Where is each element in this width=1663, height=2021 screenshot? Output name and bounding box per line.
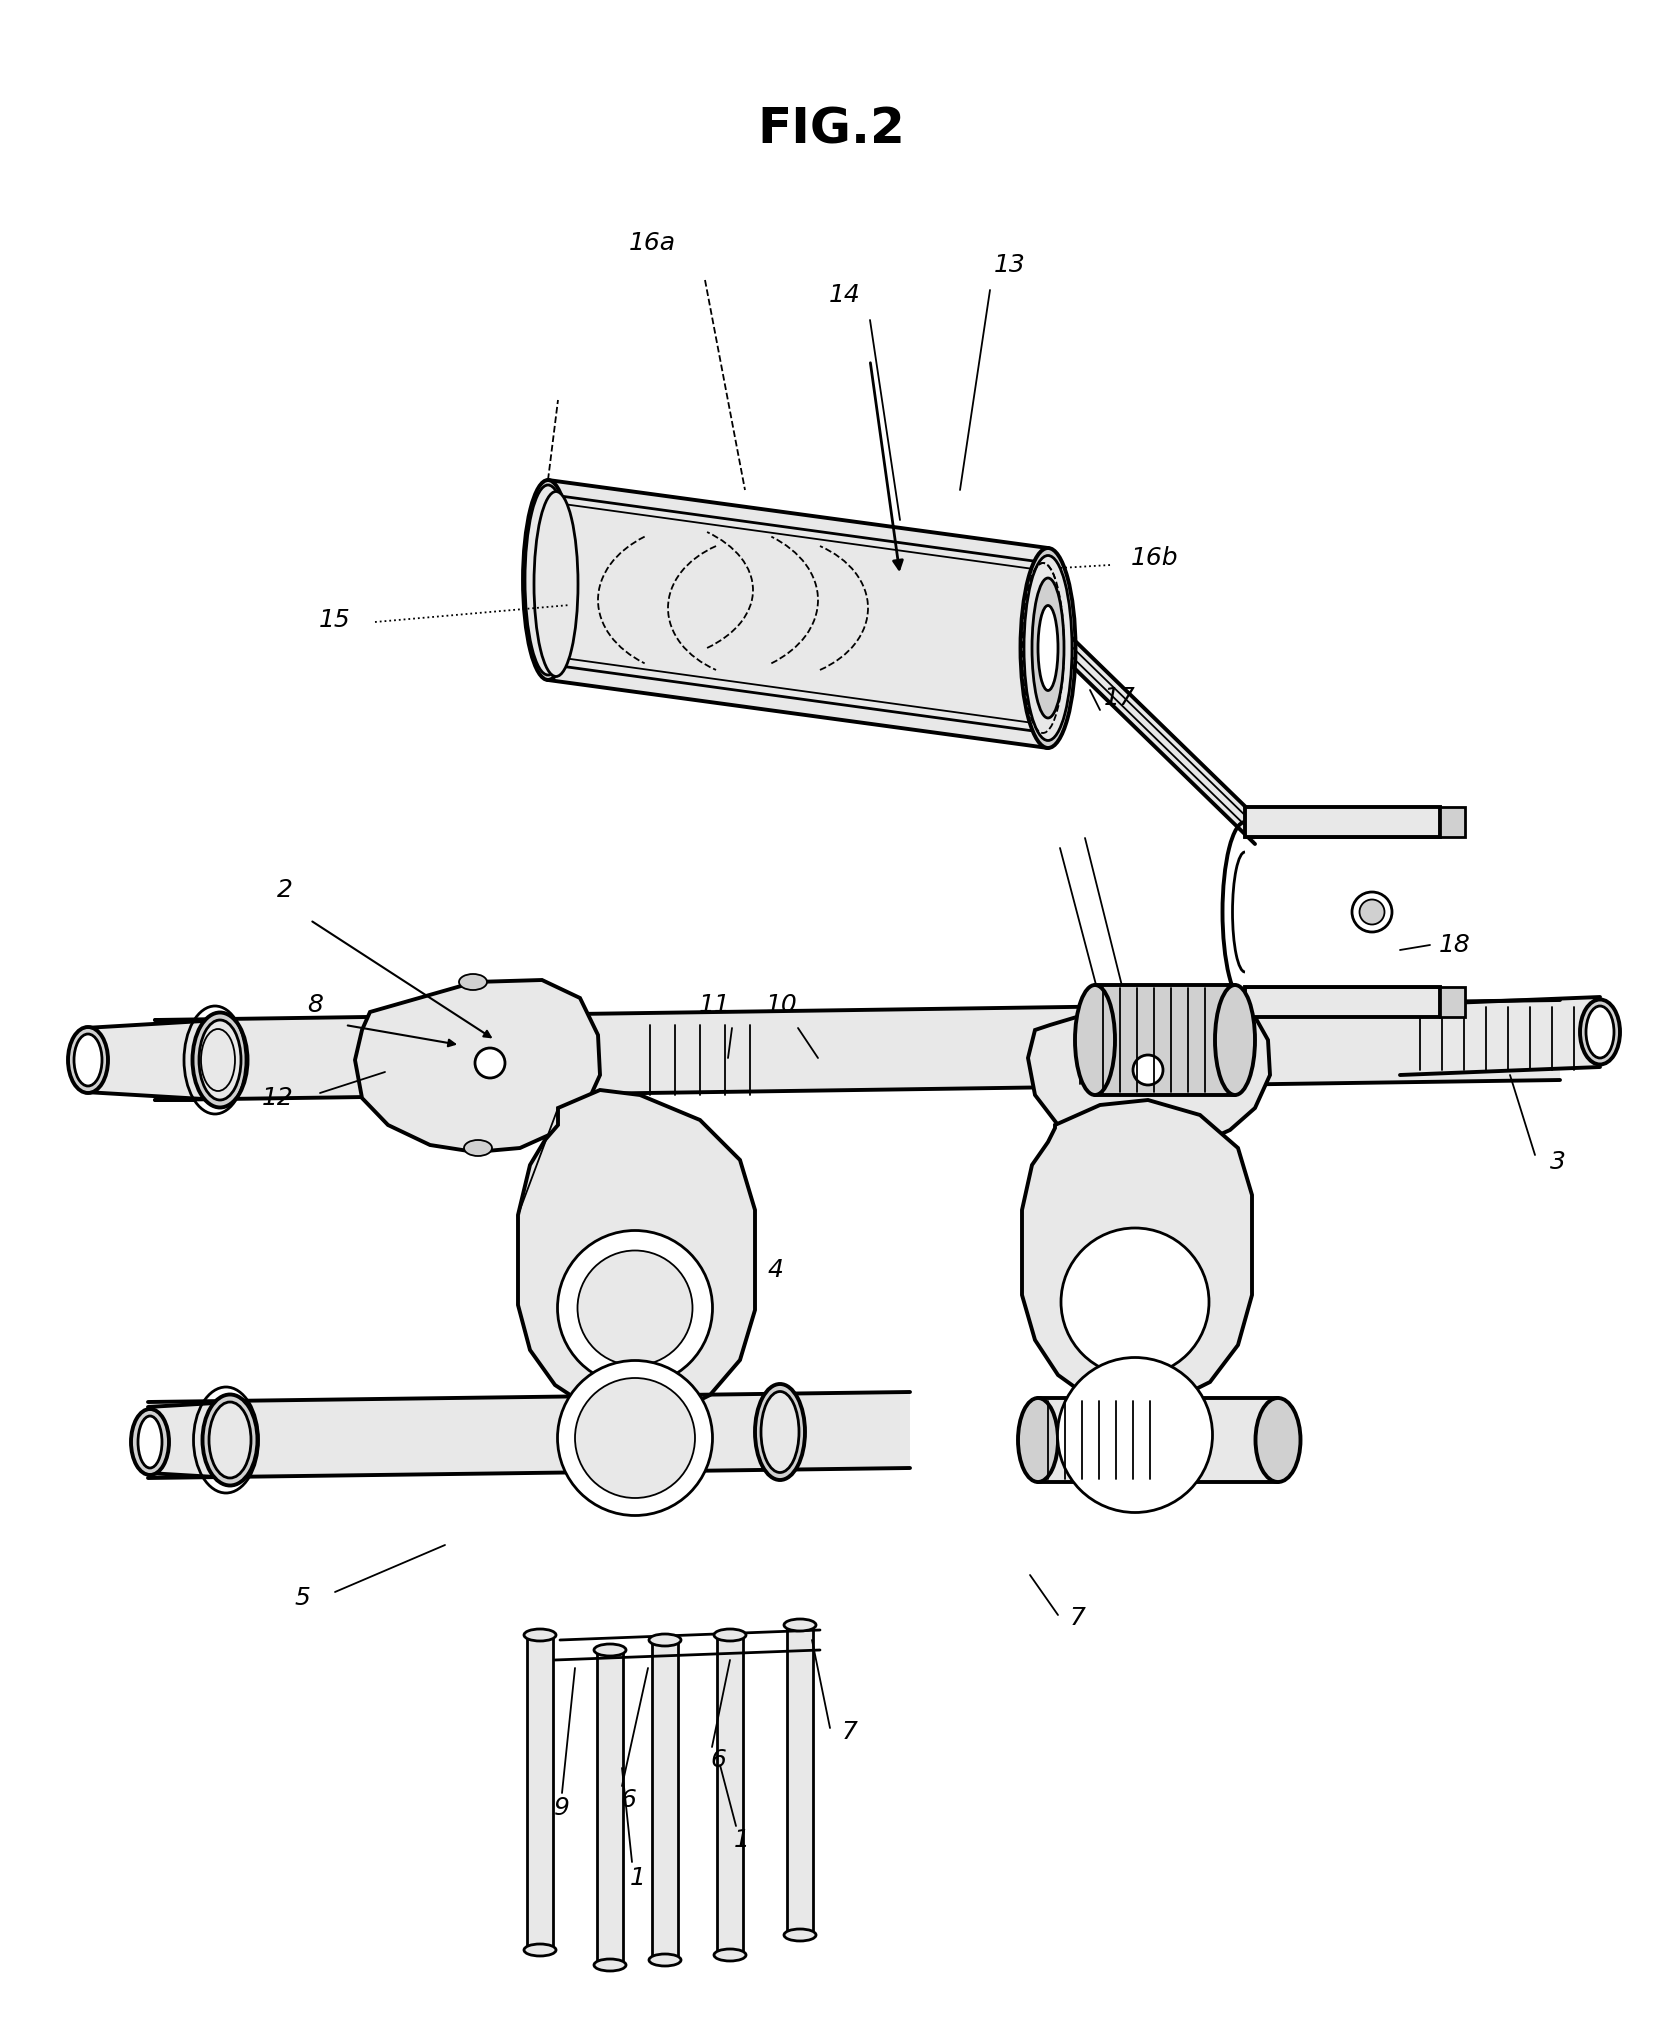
Ellipse shape xyxy=(713,1948,747,1960)
Polygon shape xyxy=(1038,1399,1277,1481)
Text: 3: 3 xyxy=(1550,1150,1567,1174)
Ellipse shape xyxy=(459,974,487,990)
Text: 16b: 16b xyxy=(1131,546,1179,570)
Text: 5: 5 xyxy=(294,1586,309,1611)
Ellipse shape xyxy=(557,1360,712,1516)
Ellipse shape xyxy=(200,1021,241,1099)
Text: 11: 11 xyxy=(698,992,730,1017)
Polygon shape xyxy=(549,481,1048,748)
Text: 14: 14 xyxy=(830,283,861,307)
Ellipse shape xyxy=(524,1944,555,1956)
Text: 4: 4 xyxy=(767,1257,783,1281)
Ellipse shape xyxy=(1359,899,1385,924)
Ellipse shape xyxy=(203,1394,258,1485)
Ellipse shape xyxy=(649,1635,682,1645)
Text: 10: 10 xyxy=(767,992,798,1017)
Ellipse shape xyxy=(1580,1000,1620,1065)
Text: 6: 6 xyxy=(620,1789,635,1813)
Ellipse shape xyxy=(138,1417,161,1467)
Polygon shape xyxy=(597,1649,624,1964)
Ellipse shape xyxy=(476,1049,506,1077)
Ellipse shape xyxy=(1058,1358,1212,1512)
Ellipse shape xyxy=(1256,1399,1300,1481)
Ellipse shape xyxy=(524,1629,555,1641)
Text: 1: 1 xyxy=(630,1865,645,1890)
Polygon shape xyxy=(1246,806,1440,837)
Ellipse shape xyxy=(1018,1399,1058,1481)
Polygon shape xyxy=(1400,996,1600,1075)
Ellipse shape xyxy=(594,1643,625,1655)
Ellipse shape xyxy=(1033,578,1064,717)
Ellipse shape xyxy=(73,1035,101,1085)
Polygon shape xyxy=(354,980,600,1152)
Text: 18: 18 xyxy=(1438,934,1470,958)
Text: 13: 13 xyxy=(994,253,1026,277)
Ellipse shape xyxy=(649,1954,682,1966)
Ellipse shape xyxy=(68,1027,108,1093)
Ellipse shape xyxy=(210,1403,251,1477)
Polygon shape xyxy=(1094,984,1236,1095)
Ellipse shape xyxy=(193,1013,248,1108)
Polygon shape xyxy=(148,1403,233,1477)
Polygon shape xyxy=(787,1625,813,1934)
Polygon shape xyxy=(717,1635,743,1954)
Ellipse shape xyxy=(755,1384,805,1479)
Polygon shape xyxy=(155,1000,1560,1099)
Ellipse shape xyxy=(1216,984,1256,1095)
Polygon shape xyxy=(1023,1099,1252,1409)
Text: 8: 8 xyxy=(308,992,323,1017)
Ellipse shape xyxy=(1021,548,1076,748)
Ellipse shape xyxy=(783,1619,817,1631)
Polygon shape xyxy=(1068,635,1256,845)
Ellipse shape xyxy=(577,1251,692,1366)
Polygon shape xyxy=(85,1021,220,1099)
Ellipse shape xyxy=(557,1231,712,1386)
Text: 1: 1 xyxy=(733,1829,750,1851)
Ellipse shape xyxy=(534,491,579,677)
Ellipse shape xyxy=(594,1958,625,1970)
Polygon shape xyxy=(1028,992,1271,1152)
Polygon shape xyxy=(517,1089,755,1419)
Ellipse shape xyxy=(526,485,570,675)
Polygon shape xyxy=(1440,806,1465,837)
Ellipse shape xyxy=(1074,984,1114,1095)
Ellipse shape xyxy=(1587,1006,1615,1059)
Text: 15: 15 xyxy=(319,608,351,633)
Polygon shape xyxy=(652,1639,679,1960)
Ellipse shape xyxy=(131,1409,170,1475)
Polygon shape xyxy=(148,1392,910,1477)
Ellipse shape xyxy=(1061,1229,1209,1376)
Polygon shape xyxy=(1440,986,1465,1017)
Text: 9: 9 xyxy=(554,1797,570,1821)
Ellipse shape xyxy=(575,1378,695,1498)
Text: FIG.2: FIG.2 xyxy=(757,105,905,154)
Ellipse shape xyxy=(762,1392,798,1473)
Ellipse shape xyxy=(522,481,574,679)
Ellipse shape xyxy=(464,1140,492,1156)
Text: 12: 12 xyxy=(263,1085,294,1110)
Text: 6: 6 xyxy=(710,1748,727,1772)
Text: 16a: 16a xyxy=(629,230,675,255)
Text: 2: 2 xyxy=(278,877,293,901)
Ellipse shape xyxy=(1133,1055,1162,1085)
Ellipse shape xyxy=(1024,556,1073,740)
Text: 7: 7 xyxy=(1069,1607,1086,1631)
Polygon shape xyxy=(527,1635,554,1950)
Ellipse shape xyxy=(1038,606,1058,691)
Polygon shape xyxy=(1246,986,1440,1017)
Ellipse shape xyxy=(1352,891,1392,932)
Ellipse shape xyxy=(713,1629,747,1641)
Text: 17: 17 xyxy=(1104,685,1136,709)
Ellipse shape xyxy=(783,1928,817,1940)
Text: 7: 7 xyxy=(841,1720,858,1744)
Ellipse shape xyxy=(201,1029,234,1091)
